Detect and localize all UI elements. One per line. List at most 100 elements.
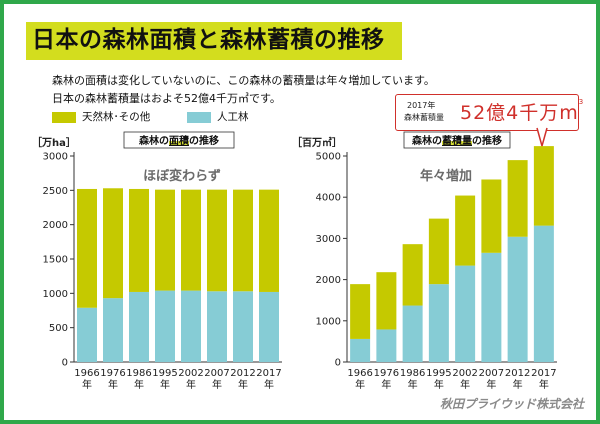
stock-y-tick-label: 3000 bbox=[316, 234, 341, 245]
area-bar-planted bbox=[77, 307, 97, 362]
charts-canvas: ［万ha］ 森林の面積の推移050010001500200025003000196… bbox=[32, 127, 557, 391]
stock-chart-title-part: 蓄積量 bbox=[442, 134, 472, 147]
area-x-tick-label: 2012 年 bbox=[230, 368, 255, 391]
stock-x-tick-year: 2017 bbox=[531, 368, 556, 379]
stock-x-tick-label: 2017 年 bbox=[531, 368, 556, 391]
area-x-tick-label: 2017 年 bbox=[256, 368, 281, 391]
area-y-tick-label: 1000 bbox=[43, 289, 68, 300]
area-y-tick-label: 2000 bbox=[43, 220, 68, 231]
page-title: 日本の森林面積と森林蓄積の推移 bbox=[32, 27, 385, 53]
stock-x-tick-label: 2002 年 bbox=[452, 368, 477, 391]
area-bar-planted bbox=[207, 291, 227, 362]
stock-bar-natural bbox=[455, 195, 476, 266]
area-chart: ［万ha］ 森林の面積の推移 0 500 1000 1500 2000 2500 3000 196… bbox=[32, 131, 282, 391]
stock-x-tick-label: 1966 年 bbox=[347, 368, 372, 391]
area-x-tick-label: 1966 年 bbox=[74, 368, 99, 391]
stock-x-tick-year: 1966 bbox=[347, 368, 372, 379]
stock-bar-natural bbox=[350, 284, 371, 339]
area-bar-planted bbox=[259, 291, 279, 362]
area-y-tick-label: 1500 bbox=[43, 255, 68, 266]
stock-y-tick-label: 2000 bbox=[316, 275, 341, 286]
legend-swatch-natural bbox=[52, 111, 76, 123]
stock-bar-planted bbox=[455, 265, 476, 362]
stock-bar-natural bbox=[481, 179, 502, 253]
legend-label-planted: 人工林 bbox=[217, 111, 249, 123]
stock-bar-natural bbox=[507, 160, 528, 237]
description-line-2: 日本の森林蓄積量はおよそ52億4千万㎥です。 bbox=[52, 92, 281, 105]
area-x-tick-label: 1976 年 bbox=[100, 368, 125, 391]
stock-chart-title-part: の推移 bbox=[472, 134, 502, 147]
stock-y-tick-label: 4000 bbox=[316, 193, 341, 204]
callout-value-unit-sup: 3 bbox=[578, 98, 585, 106]
stock-x-tick-suffix: 年 bbox=[539, 378, 549, 391]
stock-bar-natural bbox=[428, 218, 449, 285]
stock-title-highlight bbox=[442, 141, 472, 145]
stock-x-tick-label: 1976 年 bbox=[374, 368, 399, 391]
stock-bar-planted bbox=[402, 305, 423, 362]
area-bar-planted bbox=[103, 298, 123, 362]
area-x-tick-suffix: 年 bbox=[238, 378, 248, 391]
stock-y-tick-label: 1000 bbox=[316, 316, 341, 327]
area-y-tick-label: 0 bbox=[62, 358, 68, 369]
callout-value: 52億4千万m3 bbox=[460, 98, 584, 125]
area-x-tick-suffix: 年 bbox=[160, 378, 170, 391]
stock-x-tick-label: 1995 年 bbox=[426, 368, 451, 391]
area-chart-title-part: の推移 bbox=[189, 134, 219, 147]
stock-bar-natural bbox=[533, 146, 554, 226]
area-x-tick-suffix: 年 bbox=[82, 378, 92, 391]
stock-x-tick-suffix: 年 bbox=[434, 378, 444, 391]
stock-bar-planted bbox=[350, 338, 371, 362]
area-x-tick-label: 2007 年 bbox=[204, 368, 229, 391]
area-bar-natural bbox=[259, 189, 279, 292]
stock-bar-planted bbox=[481, 252, 502, 362]
stock-bar-natural bbox=[376, 272, 397, 330]
area-trend-annotation: ほぼ変わらず bbox=[143, 168, 221, 184]
description-line-1: 森林の面積は変化していないのに、この森林の蓄積量は年々増加しています。 bbox=[52, 74, 435, 87]
area-x-tick-suffix: 年 bbox=[212, 378, 222, 391]
area-y-tick-label: 3000 bbox=[43, 152, 68, 163]
stock-y-tick-label: 0 bbox=[335, 358, 341, 369]
stock-x-tick-year: 1976 bbox=[374, 368, 399, 379]
stock-x-tick-label: 2012 年 bbox=[505, 368, 530, 391]
area-x-tick-label: 1986 年 bbox=[126, 368, 151, 391]
stock-bar-planted bbox=[376, 329, 397, 362]
area-x-tick-label: 2002 年 bbox=[178, 368, 203, 391]
stock-callout: 2017年 森林蓄積量 52億4千万m3 bbox=[395, 94, 583, 131]
area-x-tick-year: 1966 bbox=[74, 368, 99, 379]
area-bar-natural bbox=[155, 189, 175, 291]
area-bar-planted bbox=[155, 290, 175, 362]
area-x-tick-label: 1995 年 bbox=[152, 368, 177, 391]
area-bar-natural bbox=[77, 188, 97, 308]
area-bar-natural bbox=[207, 189, 227, 292]
stock-y-axis-unit: ［百万㎥］ bbox=[292, 136, 342, 149]
stock-x-tick-suffix: 年 bbox=[486, 378, 496, 391]
stock-bar-planted bbox=[533, 225, 554, 362]
area-bar-natural bbox=[129, 188, 149, 292]
area-bar-planted bbox=[129, 291, 149, 362]
area-bar-planted bbox=[233, 291, 253, 362]
callout-year: 2017年 bbox=[407, 101, 436, 110]
stock-y-tick-label: 5000 bbox=[316, 152, 341, 163]
area-x-tick-year: 2007 bbox=[204, 368, 229, 379]
area-x-tick-year: 1995 bbox=[152, 368, 177, 379]
stock-x-tick-year: 1986 bbox=[400, 368, 425, 379]
stock-trend-annotation: 年々増加 bbox=[420, 168, 472, 184]
callout-label: 森林蓄積量 bbox=[404, 113, 444, 122]
stock-x-tick-year: 2002 bbox=[452, 368, 477, 379]
area-x-tick-suffix: 年 bbox=[264, 378, 274, 391]
stock-x-tick-year: 1995 bbox=[426, 368, 451, 379]
callout-value-text: 52億4千万m bbox=[460, 102, 579, 124]
area-x-tick-year: 2012 bbox=[230, 368, 255, 379]
area-y-tick-label: 500 bbox=[49, 323, 68, 334]
brand-logo: 秋田プライウッド株式会社 bbox=[439, 397, 584, 411]
legend-label-natural: 天然林･その他 bbox=[82, 111, 151, 123]
area-y-tick-label: 2500 bbox=[43, 186, 68, 197]
stock-bar-planted bbox=[428, 284, 449, 362]
stock-x-tick-suffix: 年 bbox=[381, 378, 391, 391]
area-bar-natural bbox=[181, 189, 201, 291]
stock-x-tick-label: 1986 年 bbox=[400, 368, 425, 391]
area-chart-title-part: 面積 bbox=[169, 134, 190, 147]
area-x-tick-year: 2017 bbox=[256, 368, 281, 379]
area-chart-title-part: 森林の bbox=[138, 134, 169, 147]
